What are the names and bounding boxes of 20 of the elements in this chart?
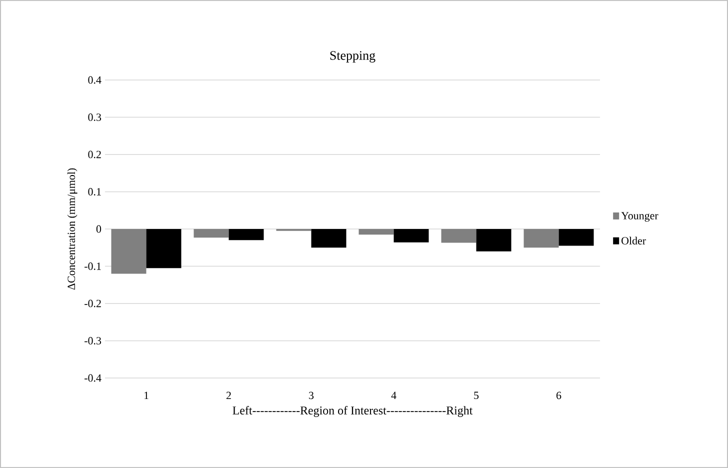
x-tick-label: 2 bbox=[226, 392, 231, 400]
x-tick-label: 3 bbox=[309, 392, 314, 400]
y-tick-label: 0.1 bbox=[88, 188, 101, 196]
x-axis-title: Left------------Region of Interest---------------Right bbox=[232, 406, 473, 417]
y-tick-label: -0.2 bbox=[84, 300, 101, 308]
legend-label: Younger bbox=[621, 212, 658, 222]
x-tick-label: 6 bbox=[556, 392, 562, 400]
x-tick-label: 4 bbox=[391, 392, 396, 399]
chart-title: Stepping bbox=[330, 51, 376, 63]
y-tick-label: 0.4 bbox=[88, 76, 102, 84]
y-tick-label: -0.1 bbox=[84, 262, 101, 270]
legend-label: Older bbox=[622, 236, 646, 244]
x-tick-label: 5 bbox=[474, 392, 479, 400]
y-tick-label: -0.4 bbox=[84, 374, 102, 382]
y-tick-label: 0.3 bbox=[88, 114, 102, 121]
x-tick-label: 1 bbox=[144, 392, 148, 400]
y-tick-label: 0.2 bbox=[88, 150, 101, 158]
y-tick-label: 0 bbox=[96, 225, 102, 233]
y-tick-label: -0.3 bbox=[84, 337, 102, 344]
y-axis-title: ΔConcentration (mm/μmol) bbox=[67, 168, 78, 290]
